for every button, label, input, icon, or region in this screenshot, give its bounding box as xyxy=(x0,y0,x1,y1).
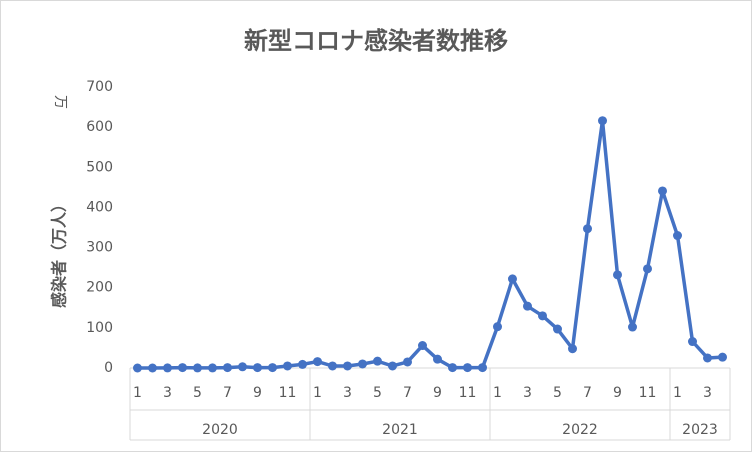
y-tick-label: 300 xyxy=(86,240,113,256)
data-point xyxy=(313,357,322,367)
x-tick-label: 5 xyxy=(373,385,382,401)
x-group-label: 2023 xyxy=(682,422,718,438)
data-point xyxy=(298,359,307,369)
data-point xyxy=(673,231,682,241)
data-point xyxy=(238,362,247,372)
x-tick-label: 11 xyxy=(459,385,477,401)
y-tick-label: 700 xyxy=(86,79,113,95)
y-tick-label: 500 xyxy=(86,159,113,175)
x-tick-label: 7 xyxy=(583,385,592,401)
data-point xyxy=(223,363,232,373)
y-axis-title: 感染者（万人） xyxy=(50,196,69,308)
data-point xyxy=(508,274,517,284)
x-tick-label: 3 xyxy=(523,385,532,401)
y-tick-label: 400 xyxy=(86,199,113,215)
data-point xyxy=(478,363,487,373)
data-point xyxy=(598,116,607,126)
data-point xyxy=(433,354,442,364)
data-point xyxy=(148,363,157,373)
data-point xyxy=(373,356,382,366)
data-point xyxy=(133,363,142,373)
y-tick-label: 600 xyxy=(86,119,113,135)
x-group-label: 2020 xyxy=(202,422,238,438)
data-point xyxy=(568,344,577,354)
x-tick-label: 1 xyxy=(493,385,502,401)
x-tick-label: 11 xyxy=(279,385,297,401)
x-tick-label: 3 xyxy=(163,385,172,401)
y-tick-label: 0 xyxy=(104,360,113,376)
data-point xyxy=(658,186,667,196)
display-unit: 万 xyxy=(52,95,68,109)
data-point xyxy=(178,363,187,373)
data-point xyxy=(193,363,202,373)
data-point xyxy=(523,301,532,311)
data-point xyxy=(628,322,637,332)
data-point xyxy=(343,361,352,371)
x-tick-label: 1 xyxy=(673,385,682,401)
data-point xyxy=(403,357,412,367)
x-tick-label: 5 xyxy=(193,385,202,401)
x-tick-label: 3 xyxy=(343,385,352,401)
data-point xyxy=(208,363,217,373)
x-tick-label: 1 xyxy=(133,385,142,401)
data-point xyxy=(553,324,562,334)
data-point xyxy=(493,322,502,332)
data-point xyxy=(268,363,277,373)
x-group-label: 2022 xyxy=(562,422,598,438)
data-point xyxy=(463,363,472,373)
data-point xyxy=(388,361,397,371)
data-point xyxy=(328,361,337,371)
data-point xyxy=(253,363,262,373)
data-point xyxy=(418,341,427,351)
x-tick-label: 9 xyxy=(613,385,622,401)
data-point xyxy=(718,352,727,362)
x-tick-label: 3 xyxy=(703,385,712,401)
data-point xyxy=(283,361,292,371)
y-tick-label: 100 xyxy=(86,320,113,336)
y-tick-label: 200 xyxy=(86,280,113,296)
x-tick-label: 7 xyxy=(403,385,412,401)
x-tick-label: 9 xyxy=(433,385,442,401)
data-point xyxy=(613,270,622,280)
x-tick-label: 7 xyxy=(223,385,232,401)
series-line xyxy=(137,118,723,370)
data-point xyxy=(163,363,172,373)
x-tick-label: 11 xyxy=(639,385,657,401)
data-point xyxy=(358,359,367,369)
data-point xyxy=(583,224,592,234)
data-point xyxy=(688,337,697,347)
data-point xyxy=(643,264,652,274)
x-tick-label: 9 xyxy=(253,385,262,401)
x-group-label: 2021 xyxy=(382,422,418,438)
chart-title: 新型コロナ感染者数推移 xyxy=(244,27,508,55)
x-tick-label: 5 xyxy=(553,385,562,401)
data-point xyxy=(448,363,457,373)
data-point xyxy=(703,353,712,363)
x-tick-label: 1 xyxy=(313,385,322,401)
data-point xyxy=(538,311,547,321)
